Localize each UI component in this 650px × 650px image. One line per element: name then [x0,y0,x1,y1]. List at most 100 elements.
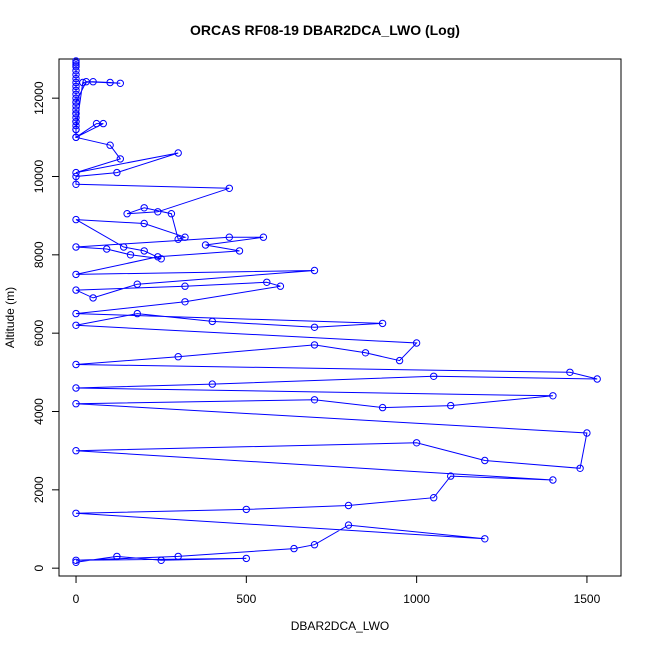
data-point [290,544,298,553]
data-point [126,251,135,259]
data-point [72,400,80,408]
data-point [378,319,387,328]
data-point [430,372,438,380]
data-point [72,125,80,134]
data-point [72,243,80,251]
data-point [89,78,97,86]
data-point [89,294,97,302]
series-layer [72,57,601,566]
data-point [276,282,285,290]
data-point [263,278,271,286]
data-point [72,168,80,177]
data-point [72,270,80,279]
data-point [72,286,80,294]
data-point [583,429,591,437]
data-point [72,384,80,392]
data-point [549,392,557,400]
plot-frame [58,58,622,577]
data-point [72,57,80,65]
data-point [133,280,142,288]
data-point [310,341,319,349]
data-point [120,243,128,251]
y-tick-label: 10000 [32,159,46,193]
y-tick-label: 0 [32,565,46,572]
data-point [72,98,80,106]
data-point [72,59,80,67]
data-point [140,219,148,228]
data-point [259,233,268,241]
data-point [395,356,404,365]
data-point [103,245,111,253]
data-point [225,184,234,193]
data-point [140,204,148,212]
data-point [123,210,131,218]
data-point [181,282,189,290]
data-point [72,82,80,91]
data-point [72,90,80,99]
data-point [72,94,80,102]
data-point [82,78,90,86]
data-point [72,121,80,130]
data-point [72,215,80,224]
data-point [344,521,353,529]
data-point [549,476,557,484]
data-point [447,401,455,410]
data-point [116,155,125,163]
series-line [74,61,598,563]
data-point [430,494,438,502]
data-point [72,71,80,79]
data-point [79,78,87,87]
data-point [72,509,80,517]
data-point [174,235,182,243]
x-tick-label: 0 [73,592,80,606]
data-point [361,349,370,357]
data-point [378,403,387,412]
y-tick-label: 2000 [32,476,46,503]
data-point [481,456,489,465]
data-point [174,353,182,361]
data-point [576,464,584,472]
data-point [412,339,421,347]
data-point [106,141,114,149]
data-point [72,556,80,564]
data-point [116,79,125,88]
data-point [72,114,80,122]
data-point [72,110,80,118]
data-point [72,309,80,318]
data-point [72,558,80,566]
data-point [344,501,353,510]
data-point [225,233,234,241]
data-point [310,541,319,549]
data-point [72,67,80,75]
data-point [412,439,421,447]
data-point [593,375,601,383]
chart-title: ORCAS RF08-19 DBAR2DCA_LWO (Log) [190,22,460,38]
data-point [447,472,455,480]
data-point [310,396,319,404]
x-axis: 0 500 1000 1500 [73,576,601,606]
data-point [133,309,142,318]
data-point [181,233,189,241]
data-point [310,266,319,275]
data-point [167,210,176,218]
y-tick-label: 12000 [32,81,46,115]
data-point [72,102,80,110]
data-point [310,323,319,331]
x-axis-label: DBAR2DCA_LWO [291,619,389,633]
y-axis: 0 2000 4000 6000 8000 10000 12000 [32,81,59,572]
data-point [113,168,121,177]
data-point [72,63,80,71]
data-point [481,535,489,543]
data-point [208,380,217,388]
data-point [208,317,217,326]
data-point [242,505,251,514]
x-tick-label: 1500 [574,592,601,606]
data-point [174,149,182,157]
y-tick-label: 4000 [32,398,46,425]
x-tick-label: 500 [236,592,256,606]
data-point [242,554,251,563]
data-point [72,172,80,181]
data-point [92,119,101,128]
data-point [72,118,80,126]
